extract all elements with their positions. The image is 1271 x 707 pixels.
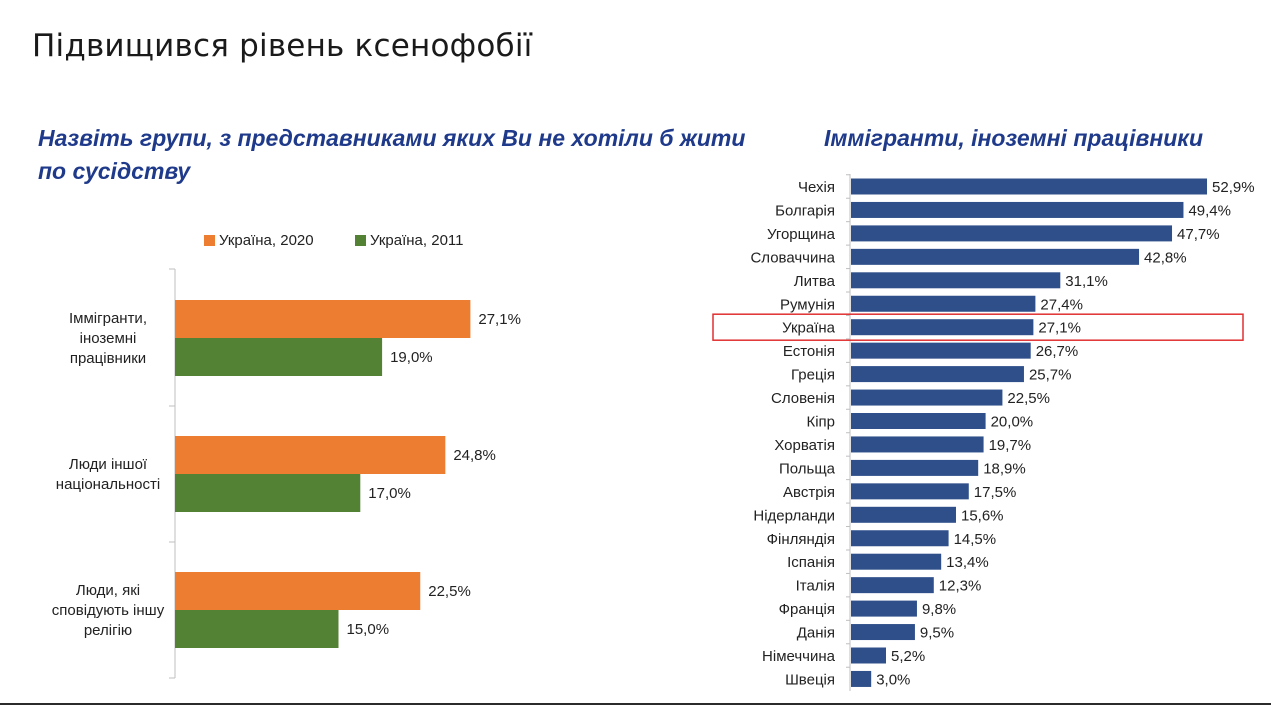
right-bar-chart: 52,9% Чехія 49,4% Болгарія 47,7% Угорщина 42,8… [712, 174, 1255, 691]
country-bar [851, 248, 1140, 265]
country-label: Німеччина [762, 648, 836, 665]
country-bar [851, 436, 984, 453]
data-label-2011-1: 19,0% [390, 349, 433, 366]
country-label: Болгарія [775, 202, 835, 219]
country-label: Чехія [798, 179, 835, 196]
bar-2011-3 [175, 610, 339, 648]
legend-2020-swatch [204, 235, 215, 246]
country-value-label: 27,1% [1038, 320, 1081, 337]
country-bar [851, 530, 949, 547]
data-label-2011-3: 15,0% [347, 621, 390, 638]
bar-2020-2 [175, 436, 446, 474]
category-label-3: Люди, які сповідують іншу релігію [52, 582, 165, 639]
country-value-label: 14,5% [954, 531, 997, 548]
country-label: Нідерланди [753, 507, 835, 524]
bottom-divider [0, 703, 1271, 705]
data-label-2020-1: 27,1% [478, 311, 521, 328]
country-label: Словенія [771, 390, 835, 407]
right-chart-title: Іммігранти, іноземні працівники [824, 125, 1204, 151]
country-bar [851, 506, 956, 523]
country-label: Іспанія [787, 554, 835, 571]
country-label: Італія [796, 578, 835, 595]
legend-2020-label: Україна, 2020 [219, 232, 314, 249]
left-bar-chart: Україна, 2020 Україна, 2011 27,1% 19,0% Іммі… [52, 232, 521, 679]
country-value-label: 49,4% [1188, 202, 1231, 219]
country-label: Австрія [783, 484, 835, 501]
country-bar [851, 178, 1208, 195]
country-bar [851, 389, 1003, 406]
country-label: Литва [794, 273, 836, 290]
data-label-2020-3: 22,5% [428, 583, 471, 600]
country-value-label: 3,0% [876, 671, 910, 688]
country-bar [851, 295, 1036, 312]
country-value-label: 27,4% [1040, 296, 1083, 313]
country-value-label: 18,9% [983, 460, 1026, 477]
country-bar [851, 459, 979, 476]
country-label: Польща [779, 460, 836, 477]
country-value-label: 25,7% [1029, 367, 1072, 384]
country-bar [851, 319, 1034, 336]
country-bar [851, 483, 969, 500]
legend-2011-label: Україна, 2011 [370, 232, 464, 249]
country-value-label: 20,0% [991, 414, 1034, 431]
country-label: Словаччина [750, 249, 835, 266]
country-label: Хорватія [774, 437, 835, 454]
country-value-label: 22,5% [1007, 390, 1050, 407]
country-bar [851, 600, 917, 617]
country-bar [851, 553, 942, 570]
data-label-2020-2: 24,8% [453, 447, 496, 464]
page-title: Підвищився рівень ксенофобії [32, 28, 533, 64]
bar-2011-1 [175, 338, 383, 376]
country-bar [851, 413, 986, 429]
country-value-label: 19,7% [989, 437, 1032, 454]
country-label: Франція [779, 601, 835, 618]
country-value-label: 13,4% [946, 554, 989, 571]
country-value-label: 15,6% [961, 507, 1004, 524]
country-value-label: 9,8% [922, 601, 956, 618]
country-value-label: 9,5% [920, 625, 954, 642]
legend-2011-swatch [355, 235, 366, 246]
left-chart-title: Назвіть групи, з представниками яких Ви … [38, 125, 746, 184]
country-label: Естонія [783, 343, 835, 360]
highlight-box [712, 313, 1244, 341]
country-label: Данія [797, 625, 835, 642]
country-bar [851, 342, 1031, 359]
country-value-label: 5,2% [891, 648, 925, 665]
bar-2020-1 [175, 300, 471, 338]
category-label-2: Люди іншої національності [56, 456, 160, 493]
country-bar [851, 647, 886, 664]
country-label: Румунія [780, 296, 835, 313]
country-label: Кіпр [806, 414, 835, 431]
country-value-label: 17,5% [974, 484, 1017, 501]
country-value-label: 52,9% [1212, 179, 1255, 196]
country-bar [851, 272, 1061, 289]
country-label: Швеція [785, 671, 835, 688]
bar-2020-3 [175, 572, 421, 610]
country-bar [851, 201, 1184, 218]
country-value-label: 26,7% [1036, 343, 1079, 360]
bar-2011-2 [175, 474, 361, 512]
country-bar [851, 225, 1173, 242]
country-value-label: 12,3% [939, 578, 982, 595]
country-label: Угорщина [767, 226, 836, 243]
category-label-1: Іммігранти, іноземні працівники [69, 310, 147, 367]
data-label-2011-2: 17,0% [368, 485, 411, 502]
country-bar [851, 577, 934, 594]
country-bar [851, 670, 872, 687]
country-label: Фінляндія [767, 531, 835, 548]
country-value-label: 47,7% [1177, 226, 1220, 243]
country-label: Греція [791, 367, 835, 384]
country-bar [851, 366, 1024, 383]
country-label: Україна [782, 320, 836, 337]
country-value-label: 31,1% [1065, 273, 1108, 290]
country-value-label: 42,8% [1144, 249, 1187, 266]
country-bar [851, 624, 915, 641]
